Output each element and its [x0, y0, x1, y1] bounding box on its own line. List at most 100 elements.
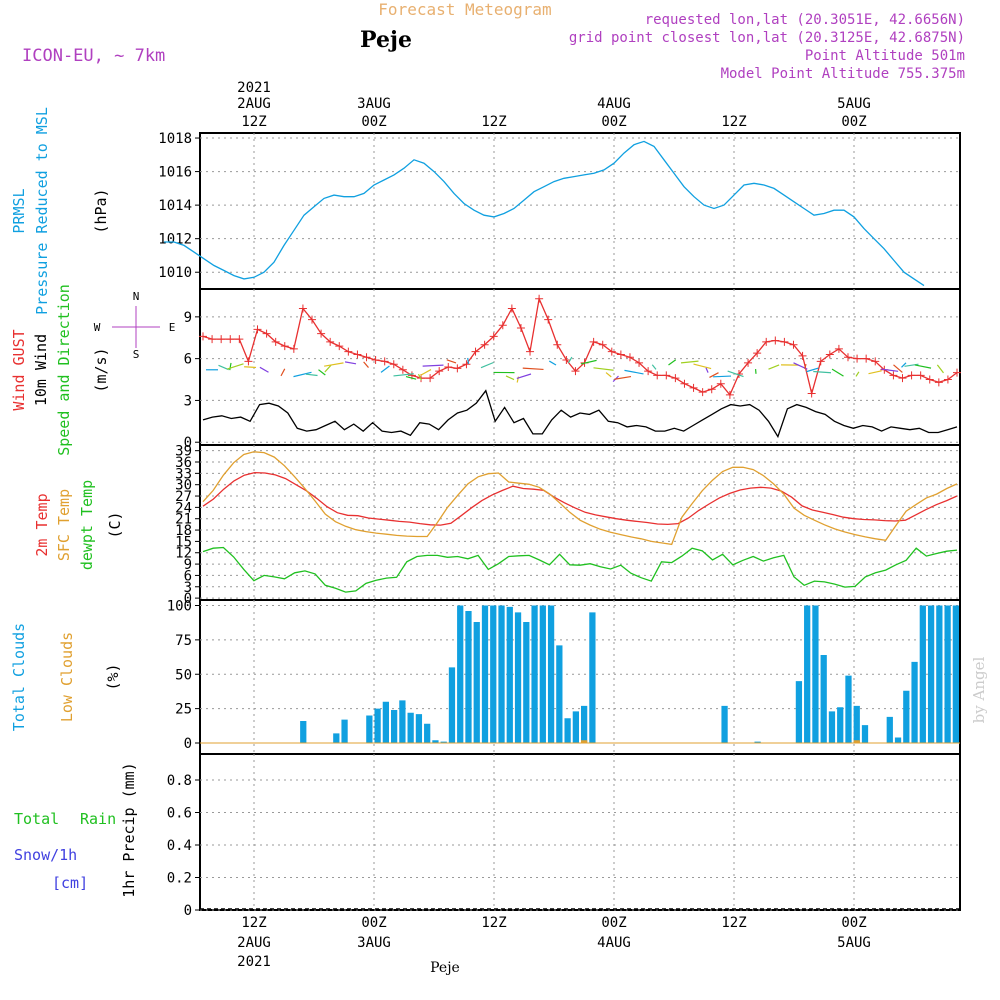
total-cloud-bar — [539, 605, 546, 743]
total-cloud-bar — [936, 605, 943, 743]
gust-marker — [571, 367, 580, 376]
total-cloud-bar — [919, 605, 926, 743]
bottom-time-label: 12Z — [241, 915, 266, 931]
wind-direction-arrow — [893, 364, 903, 373]
total-cloud-bar — [531, 605, 538, 743]
total-cloud-bar — [944, 605, 951, 743]
gust-marker — [753, 349, 762, 358]
footer-station: Peje — [430, 960, 460, 976]
wind-direction-arrow — [293, 371, 312, 378]
pressure-unit: (hPa) — [92, 188, 110, 233]
model-altitude: Model Point Altitude 755.375m — [721, 66, 965, 82]
gust-marker — [716, 379, 725, 388]
bottom-time-label: 00Z — [361, 915, 386, 931]
low-cloud-bar — [853, 740, 860, 743]
total-cloud-bar — [581, 705, 588, 743]
total-cloud-bar — [465, 611, 472, 743]
credit: by Angel — [970, 656, 988, 723]
gust-marker — [326, 337, 335, 346]
gust-marker — [298, 304, 307, 313]
total-cloud-bar — [927, 605, 935, 743]
total-cloud-bar — [481, 605, 489, 743]
temp-panel — [199, 444, 961, 601]
station-name: Peje — [360, 27, 412, 53]
gust-marker — [698, 388, 707, 397]
bottom-time-label: 00Z — [601, 915, 626, 931]
y-tick-labels: 1010101210141016101803690369121518212427… — [158, 131, 200, 919]
wind-direction-arrow — [218, 364, 229, 371]
gust-marker — [353, 350, 362, 359]
gust-marker — [853, 354, 862, 363]
gust-marker — [598, 340, 607, 349]
y-tick-label: 15 — [175, 534, 192, 550]
y-tick-label: 39 — [175, 444, 192, 460]
wind-dir-label: Speed and Direction — [55, 284, 73, 456]
gust-marker — [671, 374, 680, 383]
gust-marker — [480, 340, 489, 349]
dewpt-line — [202, 546, 958, 593]
gust-marker — [507, 304, 516, 313]
gust-marker — [789, 340, 798, 349]
wind-direction-arrow — [516, 373, 532, 380]
wind-speed-line — [202, 389, 958, 439]
total-cloud-bar — [341, 719, 348, 743]
wind-direction-arrow — [880, 368, 899, 372]
total-cloud-bar — [506, 606, 513, 743]
gust-marker — [771, 336, 780, 345]
gust-marker — [289, 344, 298, 353]
sfc-temp-label: SFC Temp — [55, 489, 73, 561]
pressure-label-2: Pressure Reduced to MSL — [33, 107, 51, 315]
total-cloud-bar — [911, 661, 918, 743]
y-tick-label: 33 — [175, 466, 192, 482]
total-cloud-bar — [853, 705, 860, 743]
total-cloud-bar — [490, 605, 497, 743]
total-cloud-bar — [366, 715, 373, 743]
snow-label: Snow/1h — [14, 846, 77, 864]
y-tick-label: 3 — [184, 580, 192, 596]
gust-marker — [662, 371, 671, 380]
wind-direction-arrow — [624, 369, 644, 375]
total-cloud-bar — [795, 681, 803, 743]
y-tick-label: 27 — [175, 489, 192, 505]
gust-marker — [235, 335, 244, 344]
precip-unit: 1hr Precip (mm) — [120, 762, 138, 897]
top-time-label: 12Z — [481, 114, 506, 130]
gust-marker — [889, 371, 898, 380]
bottom-time-label: 2021 — [237, 954, 271, 970]
top-time-label: 4AUG — [597, 96, 631, 112]
gridpoint-location: grid point closest lon,lat (20.3125E, 42… — [569, 30, 965, 46]
gust-marker — [744, 358, 753, 367]
grid-lines — [200, 133, 960, 911]
gust-marker — [807, 389, 816, 398]
bottom-time-label: 3AUG — [357, 935, 391, 951]
model-name: ICON-EU, ~ 7km — [22, 46, 165, 66]
total-cloud-bar — [415, 714, 423, 743]
y-tick-label: 100 — [167, 599, 192, 615]
wind-direction-arrow — [651, 364, 657, 370]
point-altitude: Point Altitude 501m — [805, 48, 965, 64]
compass-rose: N W E S — [94, 290, 176, 361]
gust-marker — [644, 367, 653, 376]
wind-direction-arrow — [344, 361, 357, 365]
chart-marks — [164, 140, 961, 910]
wind-direction-arrow — [259, 366, 269, 373]
t2m-label: 2m Temp — [33, 493, 51, 556]
wind-direction-arrow — [467, 357, 470, 364]
wind-direction-arrow — [901, 362, 907, 368]
y-tick-label: 0 — [184, 736, 192, 752]
wind-speed-label: 10m Wind — [32, 334, 50, 406]
gust-marker — [816, 357, 825, 366]
total-cloud-bar — [820, 655, 827, 743]
total-cloud-bar — [440, 741, 447, 743]
gust-marker — [526, 347, 535, 356]
wind-direction-arrow — [280, 368, 286, 377]
wind-direction-arrow — [324, 362, 344, 367]
y-tick-label: 1018 — [158, 131, 192, 147]
y-tick-label: 1016 — [158, 165, 192, 181]
wind-direction-arrow — [380, 365, 390, 373]
wind-direction-arrow — [614, 375, 632, 380]
gust-marker — [344, 347, 353, 356]
gust-marker — [398, 365, 407, 374]
